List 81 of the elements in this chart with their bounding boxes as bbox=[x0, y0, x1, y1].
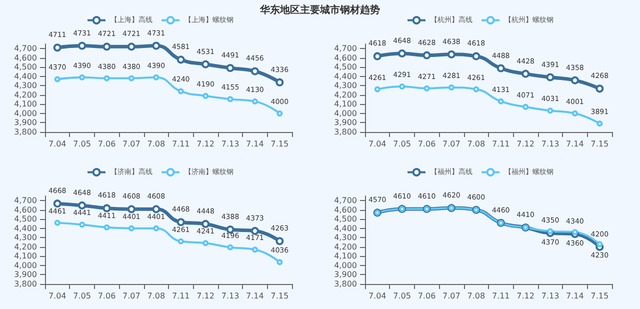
y-tick-label: 4,600 bbox=[334, 205, 357, 214]
x-tick-label: 7.08 bbox=[467, 292, 486, 300]
y-tick-label: 4,300 bbox=[14, 233, 37, 242]
x-tick-label: 7.04 bbox=[368, 140, 386, 148]
x-tick-label: 7.15 bbox=[270, 292, 289, 300]
y-tick-label: 4,200 bbox=[334, 90, 357, 100]
y-tick-label: 4,400 bbox=[334, 72, 357, 81]
x-tick-label: 7.07 bbox=[442, 292, 460, 300]
y-tick-label: 4,300 bbox=[14, 81, 37, 90]
y-tick-label: 4,700 bbox=[14, 196, 37, 206]
x-tick-label: 7.15 bbox=[270, 140, 289, 148]
x-tick-label: 7.08 bbox=[147, 140, 166, 148]
y-tick-label: 4,000 bbox=[334, 108, 357, 118]
x-tick-label: 7.07 bbox=[122, 140, 140, 148]
y-tick-label: 3,800 bbox=[14, 280, 37, 288]
y-tick-label: 4,100 bbox=[14, 252, 37, 261]
x-tick-label: 7.11 bbox=[172, 140, 190, 148]
x-tick-label: 7.12 bbox=[516, 140, 534, 148]
x-tick-label: 7.06 bbox=[98, 140, 116, 148]
y-tick-label: 4,000 bbox=[334, 260, 357, 270]
y-tick-label: 4,700 bbox=[14, 44, 37, 54]
y-tick-label: 4,400 bbox=[14, 72, 37, 81]
x-tick-label: 7.12 bbox=[196, 140, 214, 148]
x-tick-label: 7.13 bbox=[221, 292, 240, 300]
x-tick-label: 7.13 bbox=[541, 140, 560, 148]
y-tick-label: 4,500 bbox=[14, 62, 37, 72]
x-tick-label: 7.05 bbox=[73, 140, 91, 148]
x-tick-label: 7.14 bbox=[566, 292, 584, 300]
x-tick-label: 7.06 bbox=[98, 292, 116, 300]
x-tick-label: 7.05 bbox=[393, 292, 411, 300]
y-tick-label: 4,100 bbox=[14, 100, 37, 109]
x-tick-label: 7.14 bbox=[246, 140, 264, 148]
x-tick-label: 7.12 bbox=[516, 292, 534, 300]
y-tick-label: 4,100 bbox=[334, 252, 357, 261]
y-tick-label: 4,000 bbox=[14, 260, 37, 270]
x-tick-label: 7.08 bbox=[147, 292, 166, 300]
y-tick-label: 4,200 bbox=[14, 242, 37, 252]
y-tick-label: 4,200 bbox=[14, 90, 37, 100]
x-tick-label: 7.06 bbox=[418, 292, 436, 300]
y-tick-label: 4,500 bbox=[14, 214, 37, 224]
y-tick-label: 4,700 bbox=[334, 196, 357, 206]
y-tick-label: 4,000 bbox=[14, 108, 37, 118]
y-tick-label: 4,300 bbox=[334, 81, 357, 90]
x-tick-label: 7.04 bbox=[48, 140, 66, 148]
x-tick-label: 7.07 bbox=[442, 140, 460, 148]
x-tick-label: 7.13 bbox=[221, 140, 240, 148]
y-tick-label: 4,700 bbox=[334, 44, 357, 54]
y-tick-label: 4,400 bbox=[334, 224, 357, 233]
x-tick-label: 7.08 bbox=[467, 140, 486, 148]
y-tick-label: 4,200 bbox=[334, 242, 357, 252]
x-tick-label: 7.11 bbox=[492, 292, 510, 300]
x-tick-label: 7.15 bbox=[590, 140, 609, 148]
y-tick-label: 4,600 bbox=[14, 53, 37, 62]
y-tick-label: 3,900 bbox=[334, 118, 357, 128]
y-tick-label: 3,800 bbox=[14, 128, 37, 136]
x-tick-label: 7.14 bbox=[566, 140, 584, 148]
x-tick-label: 7.04 bbox=[368, 292, 386, 300]
x-tick-label: 7.15 bbox=[590, 292, 609, 300]
x-tick-label: 7.12 bbox=[196, 292, 214, 300]
x-tick-label: 7.11 bbox=[172, 292, 190, 300]
y-tick-label: 3,900 bbox=[14, 118, 37, 128]
y-tick-label: 4,600 bbox=[334, 53, 357, 62]
x-tick-label: 7.05 bbox=[393, 140, 411, 148]
y-tick-label: 4,500 bbox=[334, 214, 357, 224]
text: 华东地区主要城市钢材趋势 bbox=[259, 3, 381, 17]
x-tick-label: 7.05 bbox=[73, 292, 91, 300]
y-tick-label: 4,600 bbox=[14, 205, 37, 214]
y-tick-label: 3,800 bbox=[334, 280, 357, 288]
y-tick-label: 3,900 bbox=[14, 270, 37, 280]
x-tick-label: 7.14 bbox=[246, 292, 264, 300]
x-tick-label: 7.06 bbox=[418, 140, 436, 148]
y-tick-label: 4,500 bbox=[334, 62, 357, 72]
x-tick-label: 7.07 bbox=[122, 292, 140, 300]
x-tick-label: 7.04 bbox=[48, 292, 66, 300]
y-tick-label: 4,400 bbox=[14, 224, 37, 233]
x-tick-label: 7.13 bbox=[541, 292, 560, 300]
y-tick-label: 3,800 bbox=[334, 128, 357, 136]
y-tick-label: 4,300 bbox=[334, 233, 357, 242]
x-tick-label: 7.11 bbox=[492, 140, 510, 148]
y-tick-label: 4,100 bbox=[334, 100, 357, 109]
y-tick-label: 3,900 bbox=[334, 270, 357, 280]
